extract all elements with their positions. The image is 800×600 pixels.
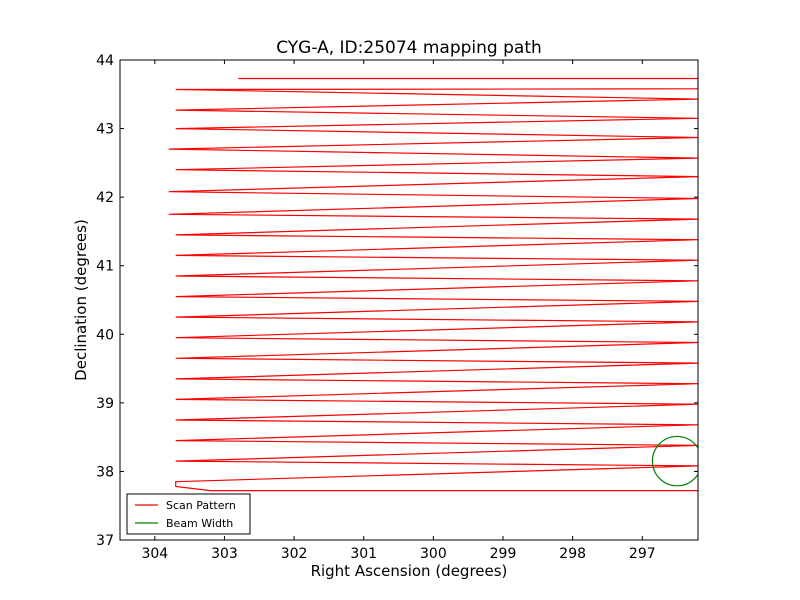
y-tick-label: 44	[96, 53, 114, 69]
x-tick-label: 301	[350, 546, 377, 562]
legend-label-beam-width: Beam Width	[166, 517, 233, 530]
y-axis-label: Declination (degrees)	[72, 219, 90, 381]
x-tick-label: 303	[211, 546, 238, 562]
x-tick-label: 297	[629, 546, 656, 562]
y-tick-label: 42	[96, 190, 114, 206]
beam-circle	[651, 435, 698, 487]
y-tick-label: 37	[96, 533, 114, 549]
plot-area	[119, 59, 699, 541]
x-axis: 304 303 302 301 300 299 298 297	[141, 60, 656, 562]
y-tick-label: 41	[96, 259, 114, 275]
y-tick-label: 38	[96, 464, 114, 480]
x-tick-label: 300	[420, 546, 447, 562]
y-tick-label: 39	[96, 396, 114, 412]
beam-width-circle	[651, 435, 698, 487]
legend: Scan Pattern Beam Width	[126, 493, 251, 535]
y-axis: 37 38 39 40 41 42 43 44	[96, 53, 698, 549]
y-tick-label: 43	[96, 122, 114, 138]
legend-label-scan-pattern: Scan Pattern	[166, 499, 236, 512]
x-axis-label: Right Ascension (degrees)	[311, 562, 508, 580]
x-tick-label: 299	[490, 546, 517, 562]
scan-pattern-path	[168, 77, 698, 492]
chart-title: CYG-A, ID:25074 mapping path	[276, 38, 542, 58]
x-tick-label: 302	[281, 546, 308, 562]
x-tick-label: 304	[141, 546, 168, 562]
plot-frame	[119, 59, 699, 541]
x-tick-label: 298	[559, 546, 586, 562]
scan-pattern-line	[168, 77, 698, 492]
legend-box	[126, 493, 251, 535]
y-tick-label: 40	[96, 327, 114, 343]
